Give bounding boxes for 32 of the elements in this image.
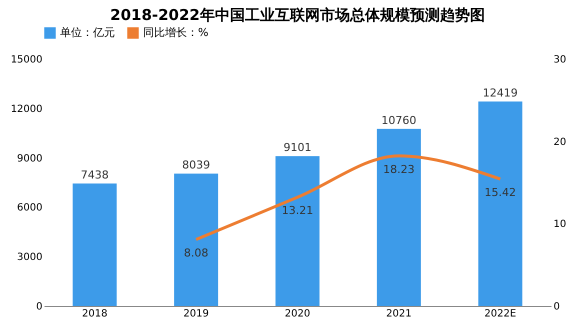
bar bbox=[72, 184, 117, 306]
y-tick-label: 3000 bbox=[17, 252, 42, 264]
bar bbox=[174, 174, 218, 306]
x-tick-label: 2019 bbox=[183, 308, 209, 320]
bar bbox=[478, 102, 522, 306]
y-tick-label: 15000 bbox=[10, 54, 42, 66]
data-label: 13.21 bbox=[282, 204, 314, 218]
y-tick-label: 0 bbox=[36, 302, 42, 312]
data-label: 15.42 bbox=[484, 186, 516, 200]
data-label: 9101 bbox=[284, 141, 312, 154]
data-label: 18.23 bbox=[383, 162, 415, 176]
legend-label: 单位：亿元 bbox=[60, 26, 115, 39]
bar bbox=[276, 156, 320, 306]
data-label: 10760 bbox=[381, 114, 416, 127]
x-tick-label: 2018 bbox=[82, 308, 108, 320]
data-label: 12419 bbox=[482, 86, 518, 100]
bar bbox=[376, 128, 421, 306]
x-tick-label: 2022E bbox=[484, 308, 516, 320]
y2-tick-label: 0 bbox=[554, 302, 560, 312]
y2-tick-label: 10 bbox=[554, 219, 566, 230]
data-label: 8039 bbox=[182, 158, 210, 172]
y-tick-label: 6000 bbox=[17, 202, 42, 214]
y2-tick-label: 30 bbox=[554, 54, 566, 66]
x-tick-label: 2020 bbox=[284, 308, 310, 320]
y-tick-label: 9000 bbox=[17, 153, 42, 164]
y-tick-label: 12000 bbox=[10, 104, 42, 115]
data-label: 7438 bbox=[80, 168, 109, 182]
chart-title: 2018-2022年中国工业互联网市场总体规模预测趋势图 bbox=[110, 6, 485, 24]
y2-tick-label: 20 bbox=[554, 136, 566, 148]
x-tick-label: 2021 bbox=[386, 308, 412, 320]
legend-label: 同比增长：% bbox=[143, 26, 208, 39]
data-label: 8.08 bbox=[184, 246, 208, 260]
